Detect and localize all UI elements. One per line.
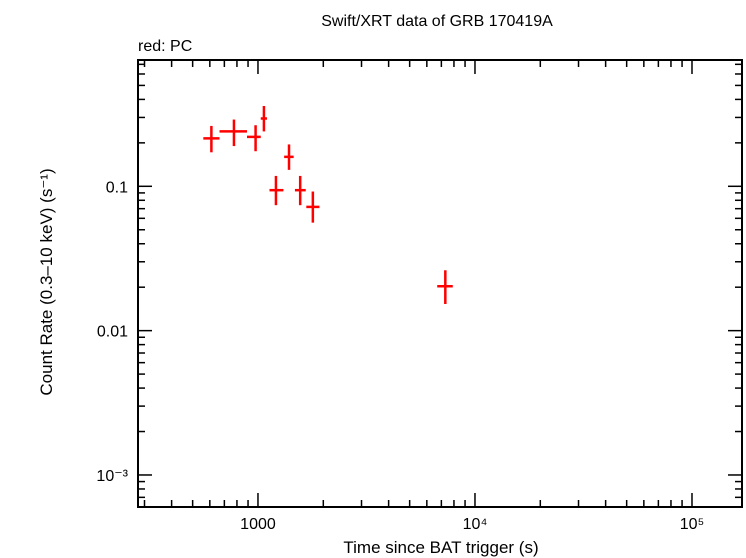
plot-frame xyxy=(137,59,743,508)
x-tick-label: 10⁵ xyxy=(680,516,704,533)
x-axis-label: Time since BAT trigger (s) xyxy=(343,538,538,557)
data-point xyxy=(437,270,453,304)
data-point xyxy=(246,125,261,152)
x-tick-label: 10⁴ xyxy=(463,516,488,533)
data-point xyxy=(219,119,247,147)
data-point xyxy=(294,175,306,206)
data-point xyxy=(269,175,284,206)
chart-subtitle: red: PC xyxy=(138,38,192,55)
y-tick-label: 10⁻³ xyxy=(96,468,128,485)
data-point xyxy=(260,106,267,132)
y-axis-label: Count Rate (0.3–10 keV) (s⁻¹) xyxy=(37,168,56,395)
tick-labels: 1000 10⁴ 10⁵ 0.1 0.01 10⁻³ xyxy=(96,179,704,533)
data-points xyxy=(203,106,453,304)
axis-ticks xyxy=(138,60,742,508)
data-point xyxy=(284,144,294,170)
y-tick-label: 0.1 xyxy=(106,179,128,196)
chart-title: Swift/XRT data of GRB 170419A xyxy=(321,13,553,30)
data-point xyxy=(203,125,220,153)
x-tick-label: 1000 xyxy=(240,516,276,533)
y-tick-label: 0.01 xyxy=(97,324,128,341)
data-point xyxy=(306,191,320,223)
